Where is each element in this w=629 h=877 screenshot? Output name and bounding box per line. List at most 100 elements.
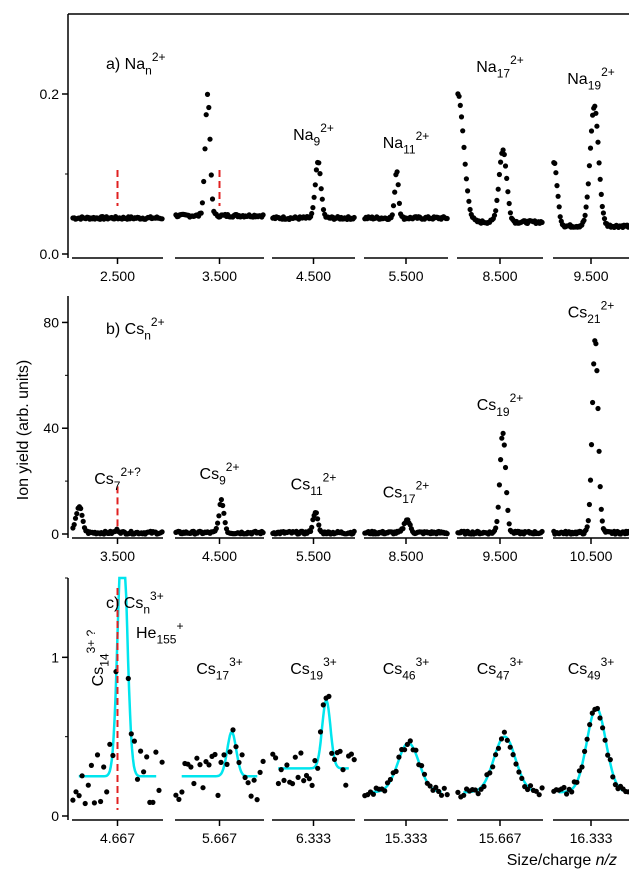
data-point [505, 507, 511, 513]
data-point [516, 769, 522, 775]
data-point [396, 754, 402, 760]
panel-2: 0 1 4.667 5.667 6.333 15.333 15.667 16.333 [51, 576, 629, 846]
ion-label: Na112+ [383, 129, 430, 157]
data-point [585, 181, 591, 187]
data-point [507, 210, 513, 216]
y-tick-label: 0 [51, 526, 59, 542]
data-point [316, 522, 322, 528]
fit-curve [558, 706, 624, 794]
panel-label: b) Csn2+ [106, 315, 165, 343]
segment-5.667: 5.667 [173, 727, 266, 846]
ion-label: Cs72+? [94, 465, 141, 493]
data-point [125, 675, 131, 682]
x-tick-label: 5.500 [296, 548, 331, 564]
fit-curve [463, 735, 537, 794]
data-point [340, 767, 346, 773]
ion-label-sub: 19 [588, 79, 602, 93]
ion-label-sup: 2+ [510, 391, 524, 405]
fit-curve [278, 699, 349, 770]
ion-label-text: Na [383, 135, 404, 152]
data-point [612, 782, 619, 788]
data-point [501, 151, 507, 158]
data-point [421, 771, 428, 777]
data-point [156, 787, 162, 794]
data-point [301, 778, 307, 784]
data-point [221, 510, 227, 516]
data-point [498, 736, 505, 742]
data-point [394, 169, 400, 175]
y-tick-label: 0.2 [40, 86, 60, 102]
extra-label-sub: 155 [156, 633, 176, 647]
panel-label-text: b) Cs [106, 321, 144, 338]
data-point [466, 198, 472, 204]
data-point [351, 528, 357, 535]
data-point [221, 752, 227, 758]
data-point [557, 214, 563, 220]
extra-label-text: He [136, 625, 157, 642]
data-point [496, 482, 502, 488]
ion-label-sub: 11 [310, 484, 323, 498]
panel-label-text: a) Na [106, 56, 145, 73]
data-point [312, 182, 318, 188]
data-point [94, 752, 101, 758]
data-point [309, 210, 315, 217]
data-point [230, 727, 236, 733]
data-point [436, 788, 442, 795]
ion-label-sub: 47 [496, 669, 510, 683]
data-point [594, 368, 600, 374]
data-point [506, 521, 512, 527]
data-point [326, 693, 332, 700]
ion-label: Cs192+ [477, 391, 524, 419]
data-point [281, 777, 287, 784]
ion-label-sup: 2+ [601, 65, 615, 79]
x-tick-label: 5.500 [388, 268, 423, 284]
data-point [313, 167, 319, 173]
data-point [227, 749, 233, 755]
data-point [337, 748, 343, 754]
data-point [392, 189, 398, 195]
data-point [588, 128, 595, 134]
data-point [248, 793, 254, 799]
data-point [308, 528, 314, 535]
ion-label-sub: 11 [403, 143, 416, 157]
y-tick-label: 0 [51, 808, 59, 824]
data-point [389, 212, 395, 218]
data-point [284, 762, 290, 768]
data-point [396, 200, 402, 206]
data-point [80, 518, 86, 525]
ion-label-sub: 17 [216, 669, 230, 683]
data-point [593, 110, 599, 116]
data-point [203, 112, 209, 118]
data-point [594, 705, 601, 712]
data-point [220, 502, 226, 509]
data-point [212, 751, 218, 758]
ion-label-text: Na [293, 127, 314, 144]
panel-label-sup: 2+ [152, 50, 166, 64]
x-tick-label: 2.500 [100, 268, 135, 284]
ion-label-sub: 17 [402, 492, 416, 506]
panel-1: 0 40 80 3.500 4.500 5.500 8.500 9.500 10.500 [43, 296, 629, 564]
data-point [500, 430, 506, 436]
data-point [203, 759, 209, 765]
ion-label-sub: 49 [587, 669, 601, 683]
data-point [413, 747, 419, 753]
data-point [131, 738, 137, 744]
data-point [605, 752, 611, 758]
data-point [625, 528, 629, 535]
data-point [91, 800, 97, 806]
data-point [82, 800, 88, 807]
ion-label-sup: 2+ [323, 471, 337, 485]
y-tick-label: 0.0 [40, 246, 60, 262]
data-point [245, 780, 251, 786]
segment-3.500: 3.500 [173, 91, 266, 284]
ion-label-sup: 3+ [229, 655, 243, 669]
ion-label: Na172+ [476, 53, 524, 81]
segment-16.333: 16.333 [551, 705, 629, 846]
data-point [607, 757, 613, 763]
data-point [110, 752, 116, 759]
data-point [218, 497, 224, 503]
data-point [598, 191, 604, 197]
data-point [539, 528, 545, 535]
data-point [315, 765, 321, 771]
ion-label-sub: 19 [496, 405, 510, 419]
